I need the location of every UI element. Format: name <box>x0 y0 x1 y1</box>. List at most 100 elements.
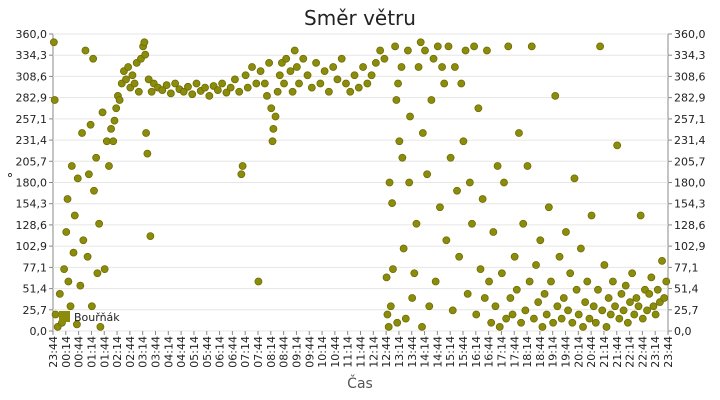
x-tick-label: 03:14 <box>137 336 150 368</box>
data-point <box>570 174 579 183</box>
data-point <box>389 265 397 274</box>
data-point <box>386 302 395 311</box>
data-point <box>604 294 613 302</box>
data-point <box>651 310 660 319</box>
data-point <box>527 42 536 51</box>
y-tick-label: 282,9 <box>16 92 48 105</box>
data-point <box>401 314 410 323</box>
data-point <box>504 42 513 51</box>
data-point <box>288 87 297 96</box>
data-point <box>243 83 252 92</box>
data-point <box>226 83 235 92</box>
data-point <box>292 63 301 71</box>
data-point <box>231 75 239 84</box>
data-point <box>517 318 525 327</box>
data-point <box>171 79 180 88</box>
x-tick-label: 06:44 <box>226 336 239 368</box>
y2-tick-label: 154,3 <box>674 198 706 211</box>
data-point <box>540 289 549 298</box>
data-point <box>109 137 118 146</box>
data-point <box>534 298 543 307</box>
x-tick-label: 17:14 <box>495 336 508 368</box>
data-point <box>399 244 408 253</box>
data-point <box>354 83 363 92</box>
data-point <box>450 63 459 71</box>
data-point <box>115 96 124 104</box>
data-point <box>359 63 367 71</box>
x-tick-label: 23:44 <box>47 336 60 368</box>
data-point <box>574 310 583 319</box>
data-point <box>383 310 392 319</box>
data-point <box>107 124 115 133</box>
x-tick-label: 23:14 <box>649 336 662 368</box>
y-tick-label: 102,9 <box>16 240 48 253</box>
data-point <box>92 153 101 162</box>
data-point <box>93 269 102 278</box>
data-point <box>395 137 404 146</box>
x-tick-label: 13:14 <box>393 336 406 368</box>
data-point <box>461 46 470 55</box>
x-tick-label: 04:14 <box>162 336 175 368</box>
data-point <box>427 96 436 104</box>
data-point <box>418 129 427 137</box>
data-point <box>337 54 346 63</box>
y2-tick-label: 308,6 <box>674 70 706 83</box>
x-tick-label: 11:44 <box>355 336 368 368</box>
data-point <box>470 42 479 51</box>
data-point <box>275 71 284 80</box>
data-point <box>269 124 278 133</box>
y2-tick-label: 77,1 <box>674 261 699 274</box>
data-point <box>367 71 376 80</box>
data-point <box>594 285 602 294</box>
data-point <box>602 322 611 331</box>
data-point <box>346 87 355 96</box>
data-point <box>562 228 570 236</box>
data-point <box>235 87 244 96</box>
data-point <box>260 79 269 88</box>
data-point <box>431 277 440 286</box>
data-point <box>143 149 152 158</box>
x-tick-label: 12:14 <box>367 336 380 368</box>
data-point <box>653 285 662 294</box>
data-point <box>643 306 651 315</box>
x-tick-label: 07:44 <box>252 336 265 368</box>
x-tick-label: 20:44 <box>585 336 598 368</box>
data-point <box>124 63 133 71</box>
data-point <box>506 294 515 302</box>
data-point <box>393 318 402 327</box>
data-point <box>307 83 316 92</box>
x-tick-label: 12:44 <box>380 336 393 368</box>
x-tick-label: 22:44 <box>636 336 649 368</box>
data-point <box>55 289 64 298</box>
data-point <box>645 289 654 298</box>
data-point <box>70 211 79 220</box>
data-point <box>480 294 489 302</box>
data-point <box>459 137 468 146</box>
data-point <box>523 162 532 170</box>
data-point <box>544 203 553 212</box>
data-point <box>100 265 109 274</box>
data-point <box>62 228 71 236</box>
data-point <box>290 46 299 55</box>
x-tick-label: 00:14 <box>60 336 73 368</box>
x-tick-label: 05:14 <box>188 336 201 368</box>
data-point <box>497 269 506 278</box>
data-point <box>626 298 634 307</box>
data-point <box>271 112 280 121</box>
data-point <box>619 306 628 315</box>
data-point <box>144 75 153 84</box>
data-point <box>617 289 626 298</box>
data-point <box>658 256 666 265</box>
data-point <box>623 318 632 327</box>
data-point <box>81 46 90 55</box>
data-point <box>406 112 414 121</box>
data-point <box>519 219 528 228</box>
data-point <box>86 120 95 129</box>
data-point <box>521 306 530 315</box>
data-point <box>384 322 393 331</box>
data-point <box>162 81 171 90</box>
data-point <box>391 42 399 51</box>
y2-tick-label: 25,7 <box>674 304 699 317</box>
data-point <box>64 277 73 286</box>
data-point <box>89 54 98 63</box>
